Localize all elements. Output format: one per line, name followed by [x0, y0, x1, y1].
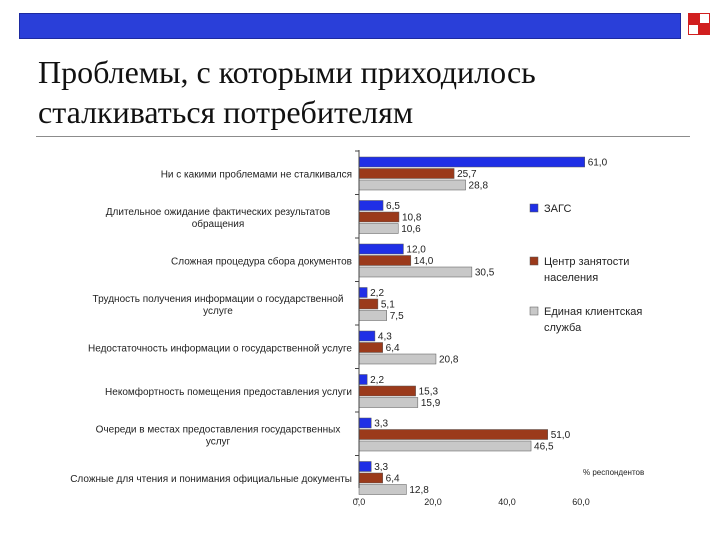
category-label: Недостаточность информации о государстве… — [88, 343, 352, 355]
bar — [358, 266, 473, 278]
bar — [358, 484, 407, 495]
bar-value-label: 28,8 — [469, 181, 489, 192]
bar-value-label: 2,2 — [370, 375, 384, 386]
bar — [358, 310, 387, 321]
bar — [358, 223, 399, 234]
title-divider — [36, 136, 690, 137]
bar — [358, 255, 412, 266]
corner-square — [688, 24, 699, 35]
bar — [358, 342, 383, 353]
bar-value-label: 14,0 — [414, 256, 434, 267]
bar — [358, 397, 419, 408]
bar — [358, 385, 416, 397]
slide-title-line-2: сталкиваться потребителям — [38, 94, 414, 130]
bar-value-label: 46,5 — [534, 442, 554, 453]
corner-square — [688, 13, 699, 24]
bar — [358, 374, 368, 385]
unit-label: % респондентов — [583, 468, 644, 477]
bar — [358, 461, 372, 472]
bar — [358, 287, 368, 298]
bar-value-label: 61,0 — [588, 158, 608, 169]
bar — [358, 429, 548, 440]
bar — [358, 330, 376, 342]
bar-value-label: 6,5 — [386, 201, 400, 212]
bar-value-label: 15,9 — [421, 398, 441, 409]
title-bar — [19, 13, 681, 39]
x-tick-label: 60,0 — [572, 497, 590, 507]
category-label: Длительное ожидание фактических результа… — [106, 206, 330, 218]
bar — [358, 298, 379, 310]
bar-value-label: 6,4 — [386, 474, 400, 485]
bar — [358, 440, 532, 452]
slide-title-line-1: Проблемы, с которыми приходилось — [38, 54, 536, 90]
category-label: Трудность получения информации о государ… — [93, 293, 344, 305]
legend-label: Центр занятости — [544, 256, 629, 268]
x-tick-label: 20,0 — [424, 497, 442, 507]
legend-label: ЗАГС — [544, 203, 571, 215]
bar — [358, 417, 372, 429]
bar-value-label: 3,3 — [374, 419, 388, 430]
category-label: услуге — [203, 306, 233, 317]
bar — [358, 243, 404, 255]
corner-square — [699, 13, 710, 24]
category-label: услуг — [206, 437, 231, 448]
bar-value-label: 20,8 — [439, 355, 459, 366]
legend-label: Единая клиентская — [544, 306, 642, 318]
category-label: Некомфортность помещения предоставления … — [105, 386, 352, 398]
bar-value-label: 10,6 — [401, 224, 421, 235]
bar-value-label: 12,0 — [406, 245, 426, 256]
category-label: Сложная процедура сбора документов — [171, 256, 352, 268]
bar — [358, 168, 455, 179]
bar — [358, 156, 585, 168]
bar-value-label: 51,0 — [551, 430, 571, 441]
legend-swatch — [529, 203, 539, 213]
bar — [358, 472, 383, 484]
bar-value-label: 4,3 — [378, 332, 392, 343]
bar-value-label: 30,5 — [475, 268, 495, 279]
bar-value-label: 12,8 — [409, 485, 429, 496]
bar-value-label: 25,7 — [457, 169, 477, 180]
legend-label: населения — [544, 272, 598, 284]
category-label: Очереди в местах предоставления государс… — [96, 425, 341, 436]
slide-title: Проблемы, с которыми приходилось сталкив… — [38, 52, 678, 132]
x-tick-label: 40,0 — [498, 497, 516, 507]
bar — [358, 200, 384, 211]
bar-value-label: 7,5 — [390, 311, 404, 322]
category-label: Сложные для чтения и понимания официальн… — [70, 473, 352, 485]
bar-value-label: 15,3 — [419, 387, 439, 398]
bar — [358, 211, 400, 223]
category-label: обращения — [192, 218, 245, 230]
bar-value-label: 10,8 — [402, 213, 422, 224]
legend-swatch — [529, 256, 539, 266]
category-label: Ни с какими проблемами не сталкивался — [161, 169, 352, 181]
legend-swatch — [529, 306, 539, 316]
bar-value-label: 6,4 — [386, 343, 400, 354]
bar — [358, 353, 437, 365]
bar-value-label: 2,2 — [370, 288, 384, 299]
bar-value-label: 3,3 — [374, 462, 388, 473]
corner-square — [699, 24, 710, 35]
legend-label: служба — [544, 322, 582, 334]
bar-value-label: 5,1 — [381, 300, 395, 311]
bar — [358, 179, 466, 191]
x-tick-label: 0,0 — [353, 497, 366, 507]
